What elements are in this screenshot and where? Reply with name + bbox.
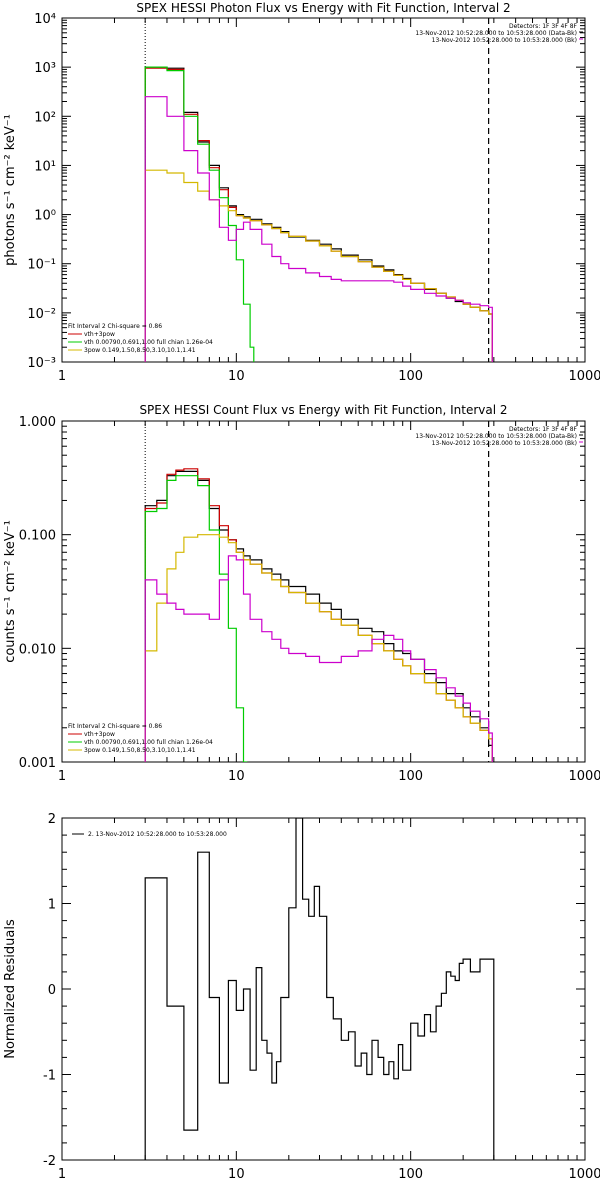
y-tick-label: 0.010	[19, 642, 56, 657]
x-tick-label: 1000	[568, 769, 600, 784]
y-tick-label: -1	[43, 1069, 56, 1084]
y-tick-label: 1	[48, 898, 56, 913]
y-axis-label: counts s⁻¹ cm⁻² keV⁻¹	[3, 520, 18, 663]
x-tick-label: 100	[398, 769, 423, 784]
legend-top-right-entry: Detectors: 1F 3F 4F 8F	[509, 23, 578, 30]
y-tick-label: 0.001	[19, 756, 56, 771]
y-tick-label: 0	[48, 983, 56, 998]
legend-top-right-entry: 13-Nov-2012 10:52:28.000 to 10:53:28.000…	[432, 440, 577, 447]
chart-panel-2: 1 10 100 1000 0.001 0.010 0.100 1.000 SPEX HESSI…	[3, 403, 600, 784]
y-tick-label: 10⁻²	[27, 307, 56, 322]
legend-top-left-entry: 2. 13-Nov-2012 10:52:28.000 to 10:53:28.…	[88, 831, 227, 838]
legend-bottom-left-entry: vth 0.00790,0.691,1.00 full chian 1.26e-…	[84, 739, 213, 746]
series-line-2	[144, 475, 248, 762]
x-tick-label: 100	[398, 1167, 423, 1182]
chart-title: SPEX HESSI Count Flux vs Energy with Fit…	[139, 403, 507, 417]
chart-panel-1: 1 10 100 1000 10⁻³ 10⁻² 10⁻¹ 10⁰ 10¹ 10² 10³ 10⁴ SPE…	[3, 1, 600, 384]
legend-bottom-left-entry: vth 0.00790,0.691,1.00 full chian 1.26e-…	[84, 339, 213, 346]
plot-frame	[61, 817, 586, 1161]
y-axis-label: Normalized Residuals	[3, 919, 18, 1059]
legend-bottom-left-entry: Fit Interval 2 Chi-square = 0.86	[68, 323, 162, 330]
x-tick-label: 10	[228, 1167, 245, 1182]
y-tick-label: 10⁻³	[27, 356, 56, 371]
x-tick-label: 10	[228, 769, 245, 784]
x-tick-label: 1	[58, 369, 66, 384]
series-line-3	[144, 534, 493, 762]
series-line-0	[144, 470, 493, 762]
y-tick-label: 10²	[34, 110, 56, 125]
x-tick-label: 1	[58, 1167, 66, 1182]
y-axis-label: photons s⁻¹ cm⁻² keV⁻¹	[3, 114, 18, 266]
series-line-0	[144, 66, 493, 362]
series-line-2	[144, 66, 255, 362]
legend-bottom-left-entry: 3pow 0.149,1.50,8.50,3.10,10.1,1.41	[84, 747, 196, 754]
legend-top-right-entry: 13-Nov-2012 10:52:28.000 to 10:53:28.000…	[415, 433, 577, 440]
y-tick-label: 10⁴	[34, 12, 56, 27]
legend-bottom-left-entry: Fit Interval 2 Chi-square = 0.86	[68, 723, 162, 730]
series-group	[144, 468, 493, 762]
series-line-0	[144, 818, 495, 1160]
legend-top-right-entry: 13-Nov-2012 10:52:28.000 to 10:53:28.000…	[415, 30, 577, 37]
chart-title: SPEX HESSI Photon Flux vs Energy with Fi…	[136, 1, 510, 15]
series-line-4	[144, 96, 493, 362]
y-tick-label: 1.000	[19, 415, 56, 430]
legend-top-right-entry: 13-Nov-2012 10:52:28.000 to 10:53:28.000…	[432, 37, 577, 44]
y-tick-label: -2	[43, 1154, 56, 1169]
series-group	[144, 66, 493, 362]
y-tick-label: 10³	[34, 61, 56, 76]
y-tick-label: 10⁻¹	[27, 258, 56, 273]
x-tick-label: 1000	[568, 369, 600, 384]
x-tick-label: 1	[58, 769, 66, 784]
series-line-1	[144, 468, 493, 762]
y-tick-label: 2	[48, 812, 56, 827]
y-tick-label: 10⁰	[34, 209, 56, 224]
series-line-3	[144, 169, 493, 362]
y-tick-label: 10¹	[34, 159, 56, 174]
x-tick-label: 1000	[568, 1167, 600, 1182]
legend-top-right-entry: Detectors: 1F 3F 4F 8F	[509, 426, 578, 433]
y-tick-label: 0.100	[19, 529, 56, 544]
plot-frame	[61, 420, 586, 763]
legend-bottom-left-entry: vth+3pow	[84, 731, 115, 738]
series-line-4	[144, 555, 493, 762]
x-tick-label: 10	[228, 369, 245, 384]
plot-frame	[61, 17, 586, 363]
chart-panel-3: 1 10 100 1000 -2 -1 0 1 2 Normalized Residuals 2. …	[3, 812, 600, 1182]
x-tick-label: 100	[398, 369, 423, 384]
legend-bottom-left-entry: 3pow 0.149,1.50,8.50,3.10,10.1,1.41	[84, 347, 196, 354]
legend-bottom-left-entry: vth+3pow	[84, 331, 115, 338]
series-group	[144, 818, 495, 1160]
